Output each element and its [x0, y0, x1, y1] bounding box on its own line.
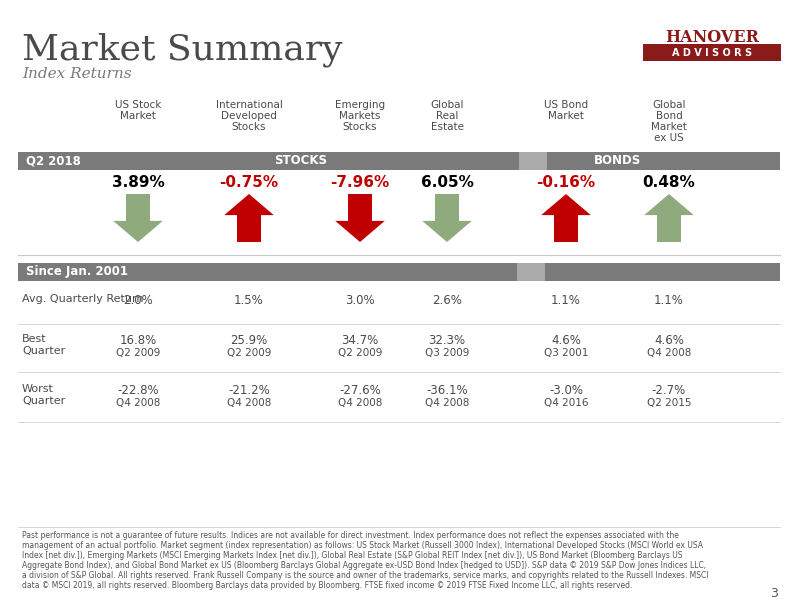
Text: Since Jan. 2001: Since Jan. 2001: [26, 266, 128, 278]
Text: -21.2%: -21.2%: [228, 384, 270, 397]
Text: 4.6%: 4.6%: [551, 334, 581, 347]
Text: BONDS: BONDS: [594, 154, 642, 168]
Text: Worst
Quarter: Worst Quarter: [22, 384, 65, 406]
Text: A D V I S O R S: A D V I S O R S: [672, 48, 752, 58]
Text: -0.16%: -0.16%: [536, 175, 596, 190]
Text: 0.48%: 0.48%: [642, 175, 695, 190]
Text: 4.6%: 4.6%: [654, 334, 684, 347]
Text: Past performance is not a guarantee of future results. Indices are not available: Past performance is not a guarantee of f…: [22, 531, 679, 540]
Text: Q3 2001: Q3 2001: [544, 348, 588, 358]
Text: Stocks: Stocks: [232, 122, 266, 132]
Text: management of an actual portfolio. Market segment (index representation) as foll: management of an actual portfolio. Marke…: [22, 541, 703, 550]
Text: US Bond: US Bond: [544, 100, 588, 110]
Text: 1.1%: 1.1%: [551, 294, 581, 307]
Text: 1.1%: 1.1%: [654, 294, 684, 307]
Text: International: International: [215, 100, 283, 110]
Text: Market: Market: [651, 122, 687, 132]
Text: Q4 2008: Q4 2008: [338, 398, 383, 408]
Text: ex US: ex US: [654, 133, 683, 143]
Text: 3.89%: 3.89%: [112, 175, 165, 190]
Text: Markets: Markets: [339, 111, 381, 121]
Text: 6.05%: 6.05%: [421, 175, 474, 190]
Text: 2.0%: 2.0%: [123, 294, 153, 307]
Text: Market: Market: [548, 111, 584, 121]
Text: 2.6%: 2.6%: [432, 294, 462, 307]
Text: Q3 2009: Q3 2009: [425, 348, 469, 358]
Text: Aggregate Bond Index), and Global Bond Market ex US (Bloomberg Barclays Global A: Aggregate Bond Index), and Global Bond M…: [22, 561, 706, 570]
Text: 34.7%: 34.7%: [341, 334, 379, 347]
Text: Index [net div.]), Emerging Markets (MSCI Emerging Markets Index [net div.]), Gl: Index [net div.]), Emerging Markets (MSC…: [22, 551, 683, 560]
Bar: [18, 152, 780, 170]
Text: Bond: Bond: [656, 111, 683, 121]
Text: Q2 2009: Q2 2009: [116, 348, 160, 358]
Text: Q4 2008: Q4 2008: [227, 398, 271, 408]
Text: STOCKS: STOCKS: [274, 154, 327, 168]
Text: 25.9%: 25.9%: [230, 334, 268, 347]
Bar: [643, 44, 781, 61]
Bar: [517, 263, 545, 281]
Text: -22.8%: -22.8%: [117, 384, 159, 397]
Text: Q4 2008: Q4 2008: [425, 398, 469, 408]
Text: Estate: Estate: [431, 122, 463, 132]
Text: a division of S&P Global. All rights reserved. Frank Russell Company is the sour: a division of S&P Global. All rights res…: [22, 571, 709, 580]
Text: -36.1%: -36.1%: [426, 384, 468, 397]
Text: Q2 2018: Q2 2018: [26, 154, 81, 168]
Text: -27.6%: -27.6%: [339, 384, 381, 397]
Polygon shape: [644, 194, 694, 242]
Text: -0.75%: -0.75%: [219, 175, 279, 190]
Text: Index Returns: Index Returns: [22, 67, 131, 81]
Text: data © MSCI 2019, all rights reserved. Bloomberg Barclays data provided by Bloom: data © MSCI 2019, all rights reserved. B…: [22, 581, 632, 590]
Text: Stocks: Stocks: [343, 122, 377, 132]
Text: Best
Quarter: Best Quarter: [22, 334, 65, 356]
Text: 16.8%: 16.8%: [120, 334, 157, 347]
Text: Avg. Quarterly Return: Avg. Quarterly Return: [22, 294, 143, 304]
Polygon shape: [541, 194, 591, 242]
Text: Q4 2016: Q4 2016: [544, 398, 588, 408]
Bar: [545, 263, 780, 281]
Text: HANOVER: HANOVER: [665, 29, 759, 46]
Text: Q2 2009: Q2 2009: [227, 348, 271, 358]
Text: -2.7%: -2.7%: [652, 384, 686, 397]
Text: Real: Real: [436, 111, 459, 121]
Text: 3: 3: [770, 587, 778, 600]
Polygon shape: [224, 194, 274, 242]
Text: Global: Global: [430, 100, 464, 110]
Text: Q4 2008: Q4 2008: [116, 398, 160, 408]
Text: 32.3%: 32.3%: [428, 334, 466, 347]
Text: Q2 2015: Q2 2015: [647, 398, 691, 408]
Text: Market: Market: [120, 111, 156, 121]
Text: Market Summary: Market Summary: [22, 33, 342, 67]
Text: Developed: Developed: [221, 111, 277, 121]
Polygon shape: [422, 194, 472, 242]
Text: US Stock: US Stock: [115, 100, 162, 110]
Text: Q2 2009: Q2 2009: [338, 348, 383, 358]
Text: Global: Global: [653, 100, 686, 110]
Text: Q4 2008: Q4 2008: [647, 348, 691, 358]
Text: 1.5%: 1.5%: [234, 294, 264, 307]
Polygon shape: [335, 194, 385, 242]
Polygon shape: [113, 194, 163, 242]
Text: -3.0%: -3.0%: [549, 384, 583, 397]
Bar: [18, 263, 517, 281]
Text: 3.0%: 3.0%: [345, 294, 375, 307]
Text: -7.96%: -7.96%: [330, 175, 390, 190]
Text: Emerging: Emerging: [335, 100, 385, 110]
Bar: [519, 152, 547, 170]
